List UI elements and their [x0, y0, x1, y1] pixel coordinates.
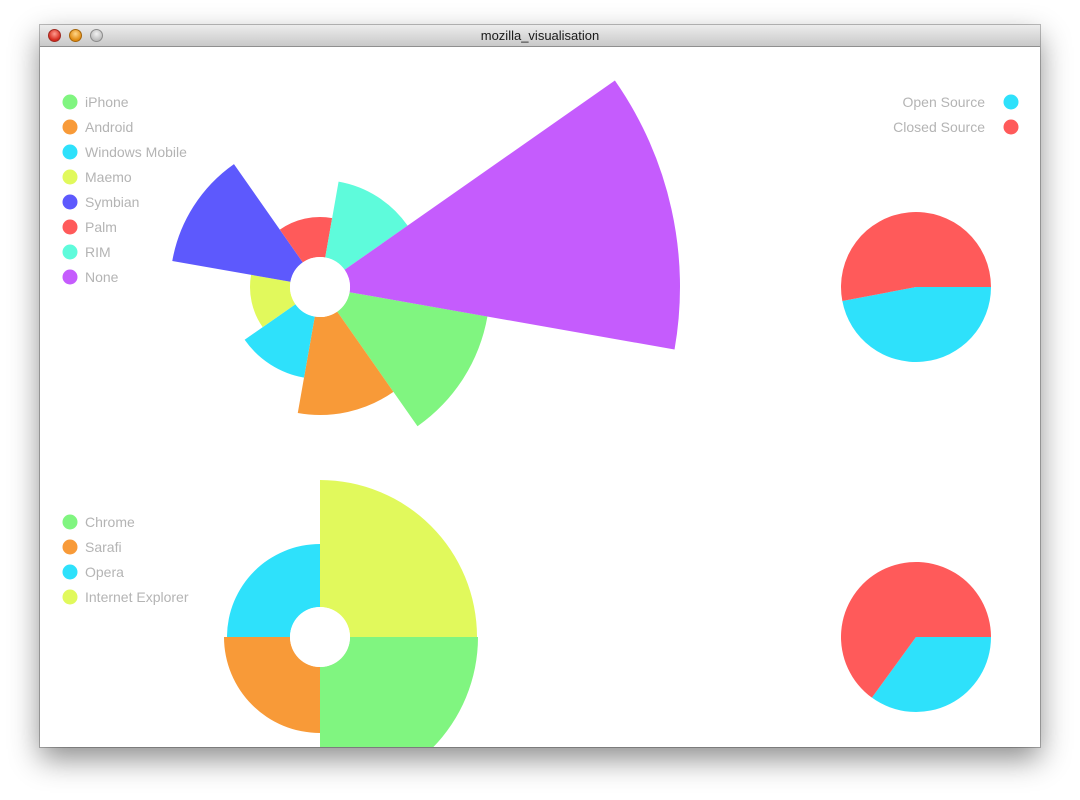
rose-sector-rim — [325, 181, 408, 270]
legend-swatch-none — [62, 269, 78, 285]
minimize-button[interactable] — [69, 29, 82, 42]
close-button[interactable] — [48, 29, 61, 42]
source-legend: Open Source Closed Source — [893, 94, 1019, 135]
legend-swatch-maemo — [62, 169, 78, 185]
legend-swatch-chrome — [62, 514, 78, 530]
legend-swatch-palm — [62, 219, 78, 235]
legend-label-closed-source: Closed Source — [893, 119, 985, 135]
legend-label-internet-explorer: Internet Explorer — [85, 589, 189, 605]
pie-slice-closed-source — [840, 212, 991, 302]
legend-label-windows-mobile: Windows Mobile — [85, 144, 187, 160]
rose-sector-maemo — [250, 274, 296, 328]
rose-sector-opera — [227, 544, 320, 637]
mobile-os-legend: iPhone Android Windows Mobile Maemo Symbian P… — [62, 94, 187, 285]
legend-label-maemo: Maemo — [85, 169, 132, 185]
rose-sector-windows-mobile — [244, 304, 315, 378]
legend-swatch-iphone — [62, 94, 78, 110]
browser-source-pie-chart — [841, 562, 991, 712]
legend-label-iphone: iPhone — [85, 94, 129, 110]
pie-slice-open-source — [842, 287, 991, 363]
legend-swatch-windows-mobile — [62, 144, 78, 160]
legend-label-symbian: Symbian — [85, 194, 139, 210]
legend-swatch-rim — [62, 244, 78, 260]
legend-label-sarafi: Sarafi — [85, 539, 122, 555]
legend-swatch-android — [62, 119, 78, 135]
legend-label-open-source: Open Source — [903, 94, 986, 110]
rose-center-hole — [290, 607, 350, 667]
legend-swatch-internet-explorer — [62, 589, 78, 605]
zoom-button[interactable] — [90, 29, 103, 42]
rose-sector-palm — [279, 217, 333, 263]
legend-label-none: None — [85, 269, 119, 285]
legend-label-opera: Opera — [85, 564, 124, 580]
browser-legend: Chrome Sarafi Opera Internet Explorer — [62, 514, 189, 605]
legend-swatch-sarafi — [62, 539, 78, 555]
legend-label-chrome: Chrome — [85, 514, 135, 530]
pie-slice-closed-source — [841, 562, 991, 698]
legend-label-rim: RIM — [85, 244, 111, 260]
legend-label-palm: Palm — [85, 219, 117, 235]
legend-label-android: Android — [85, 119, 133, 135]
rose-sector-android — [297, 311, 394, 415]
rose-sector-internet-explorer — [320, 480, 477, 637]
pie-slice-open-source — [871, 637, 991, 712]
rose-center-hole — [290, 257, 350, 317]
legend-swatch-opera — [62, 564, 78, 580]
mobile-os-rose-chart — [172, 80, 680, 427]
legend-swatch-open-source — [1003, 94, 1019, 110]
rose-sector-symbian — [172, 164, 303, 282]
title-bar[interactable]: mozilla_visualisation — [40, 25, 1040, 47]
rose-sector-iphone — [337, 292, 488, 427]
browser-rose-chart — [224, 480, 478, 747]
window-title: mozilla_visualisation — [480, 28, 600, 43]
rose-sector-sarafi — [224, 637, 320, 733]
app-window: mozilla_visualisation iPhone Android Windo… — [40, 25, 1040, 747]
legend-swatch-symbian — [62, 194, 78, 210]
legend-swatch-closed-source — [1003, 119, 1019, 135]
rose-sector-chrome — [320, 637, 478, 747]
rose-sector-none — [344, 80, 680, 350]
visualisation-canvas: iPhone Android Windows Mobile Maemo Symbian P… — [62, 80, 1019, 747]
mobile-source-pie-chart — [840, 212, 991, 363]
